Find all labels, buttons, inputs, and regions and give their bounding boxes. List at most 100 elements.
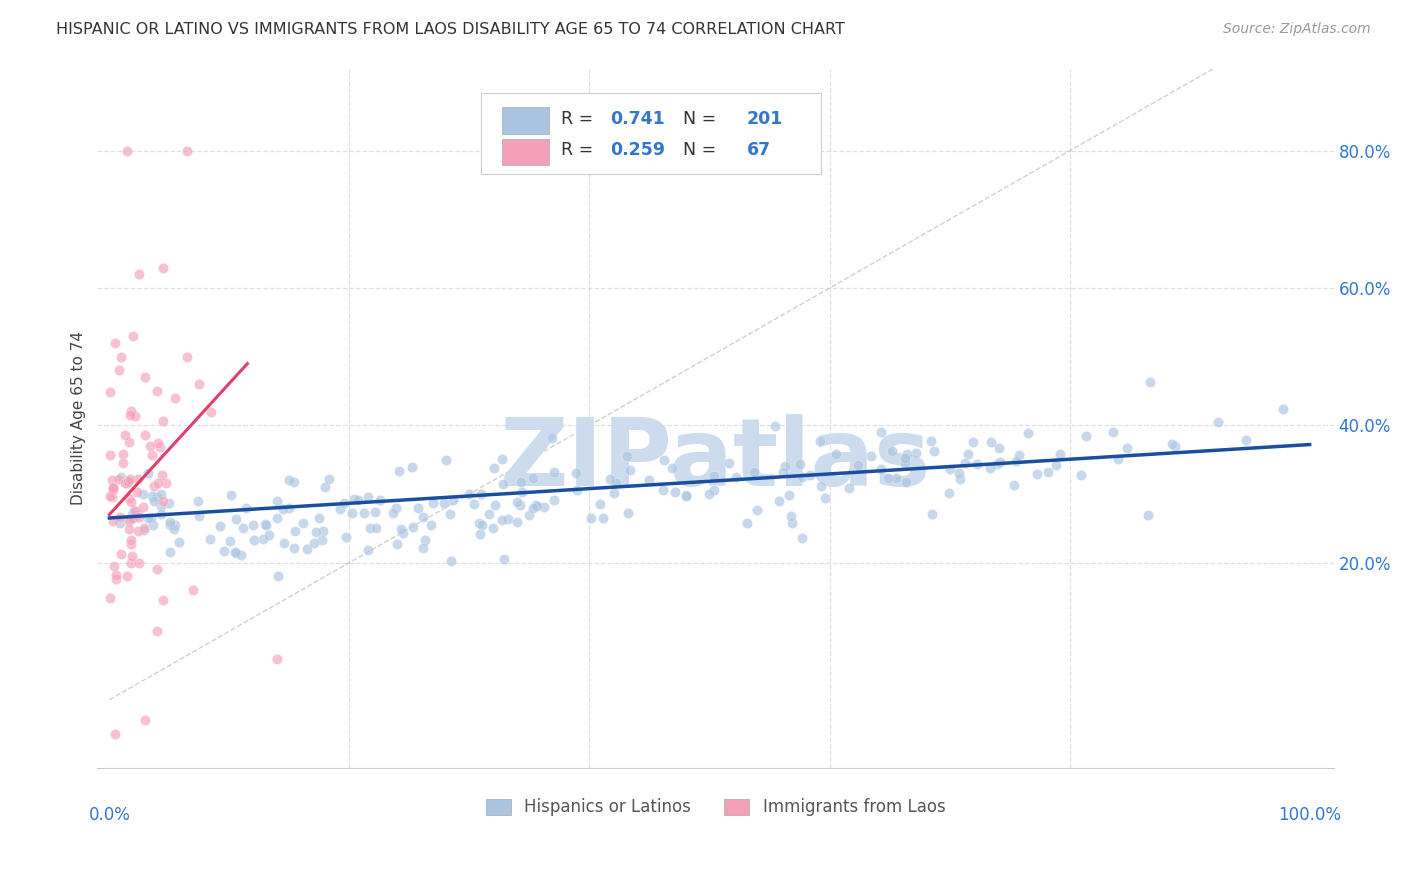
Point <box>838 481 860 495</box>
Point <box>619 463 641 477</box>
Point <box>1102 425 1125 440</box>
Point <box>312 524 335 538</box>
Point <box>962 435 984 450</box>
Point <box>146 384 169 398</box>
FancyBboxPatch shape <box>502 138 548 165</box>
Point <box>100 591 122 605</box>
Point <box>104 727 127 741</box>
Point <box>905 445 928 459</box>
Point <box>150 468 173 483</box>
Point <box>1136 508 1159 523</box>
Point <box>533 500 555 515</box>
Point <box>132 500 155 514</box>
Point <box>273 536 295 550</box>
Point <box>725 469 748 483</box>
Point <box>789 457 811 471</box>
Point <box>441 492 464 507</box>
Point <box>266 651 288 665</box>
Point <box>141 489 163 503</box>
Point <box>120 533 142 547</box>
Point <box>1234 433 1257 447</box>
Point <box>152 494 174 508</box>
Point <box>108 363 131 377</box>
Point <box>920 434 942 449</box>
Point <box>305 525 328 540</box>
Point <box>98 449 121 463</box>
Point <box>112 447 135 461</box>
Point <box>117 434 139 449</box>
Point <box>121 404 143 418</box>
Point <box>295 541 318 556</box>
Point <box>138 466 160 480</box>
Point <box>921 507 943 521</box>
Point <box>1206 416 1229 430</box>
Point <box>165 391 187 405</box>
Point <box>110 350 132 364</box>
Point <box>543 465 565 479</box>
Point <box>112 456 135 470</box>
Point <box>799 467 821 482</box>
Point <box>979 460 1001 475</box>
Point <box>966 457 988 471</box>
Point <box>121 549 143 563</box>
Point <box>212 544 235 558</box>
Point <box>870 425 893 439</box>
Text: N =: N = <box>672 110 721 128</box>
Point <box>602 485 624 500</box>
Text: R =: R = <box>561 141 599 159</box>
Point <box>617 506 640 520</box>
FancyBboxPatch shape <box>502 107 548 134</box>
Point <box>468 516 491 531</box>
Point <box>139 440 162 454</box>
Point <box>703 469 725 483</box>
Point <box>1017 425 1039 440</box>
Point <box>120 537 142 551</box>
Point <box>505 495 527 509</box>
Point <box>652 453 675 467</box>
Point <box>1026 467 1049 481</box>
Point <box>159 515 181 529</box>
Point <box>565 466 588 480</box>
Point <box>243 533 266 548</box>
Point <box>101 481 124 495</box>
Point <box>128 510 150 524</box>
Point <box>470 487 492 501</box>
Point <box>810 479 832 493</box>
Point <box>468 526 491 541</box>
Point <box>565 483 588 497</box>
Point <box>229 548 252 562</box>
Point <box>117 474 139 488</box>
Point <box>422 496 444 510</box>
FancyBboxPatch shape <box>481 93 821 174</box>
Point <box>357 490 380 504</box>
Point <box>120 512 142 526</box>
Point <box>110 470 132 484</box>
Point <box>664 484 686 499</box>
Point <box>122 329 145 343</box>
Point <box>134 714 156 728</box>
Point <box>235 501 257 516</box>
Point <box>763 418 786 433</box>
Point <box>254 518 277 533</box>
Point <box>150 500 173 514</box>
Point <box>675 488 697 502</box>
Point <box>155 476 177 491</box>
Point <box>118 409 141 423</box>
Point <box>200 532 222 546</box>
Point <box>278 500 301 515</box>
Point <box>142 517 165 532</box>
Point <box>308 511 330 525</box>
Point <box>1036 465 1059 479</box>
Point <box>146 562 169 576</box>
Point <box>778 488 800 502</box>
Point <box>592 511 614 525</box>
Point <box>814 491 837 506</box>
Point <box>419 518 441 533</box>
Point <box>283 475 305 490</box>
Point <box>491 513 513 527</box>
Point <box>406 501 429 516</box>
Point <box>252 532 274 546</box>
Point <box>780 509 803 524</box>
Point <box>478 508 501 522</box>
Point <box>329 501 352 516</box>
